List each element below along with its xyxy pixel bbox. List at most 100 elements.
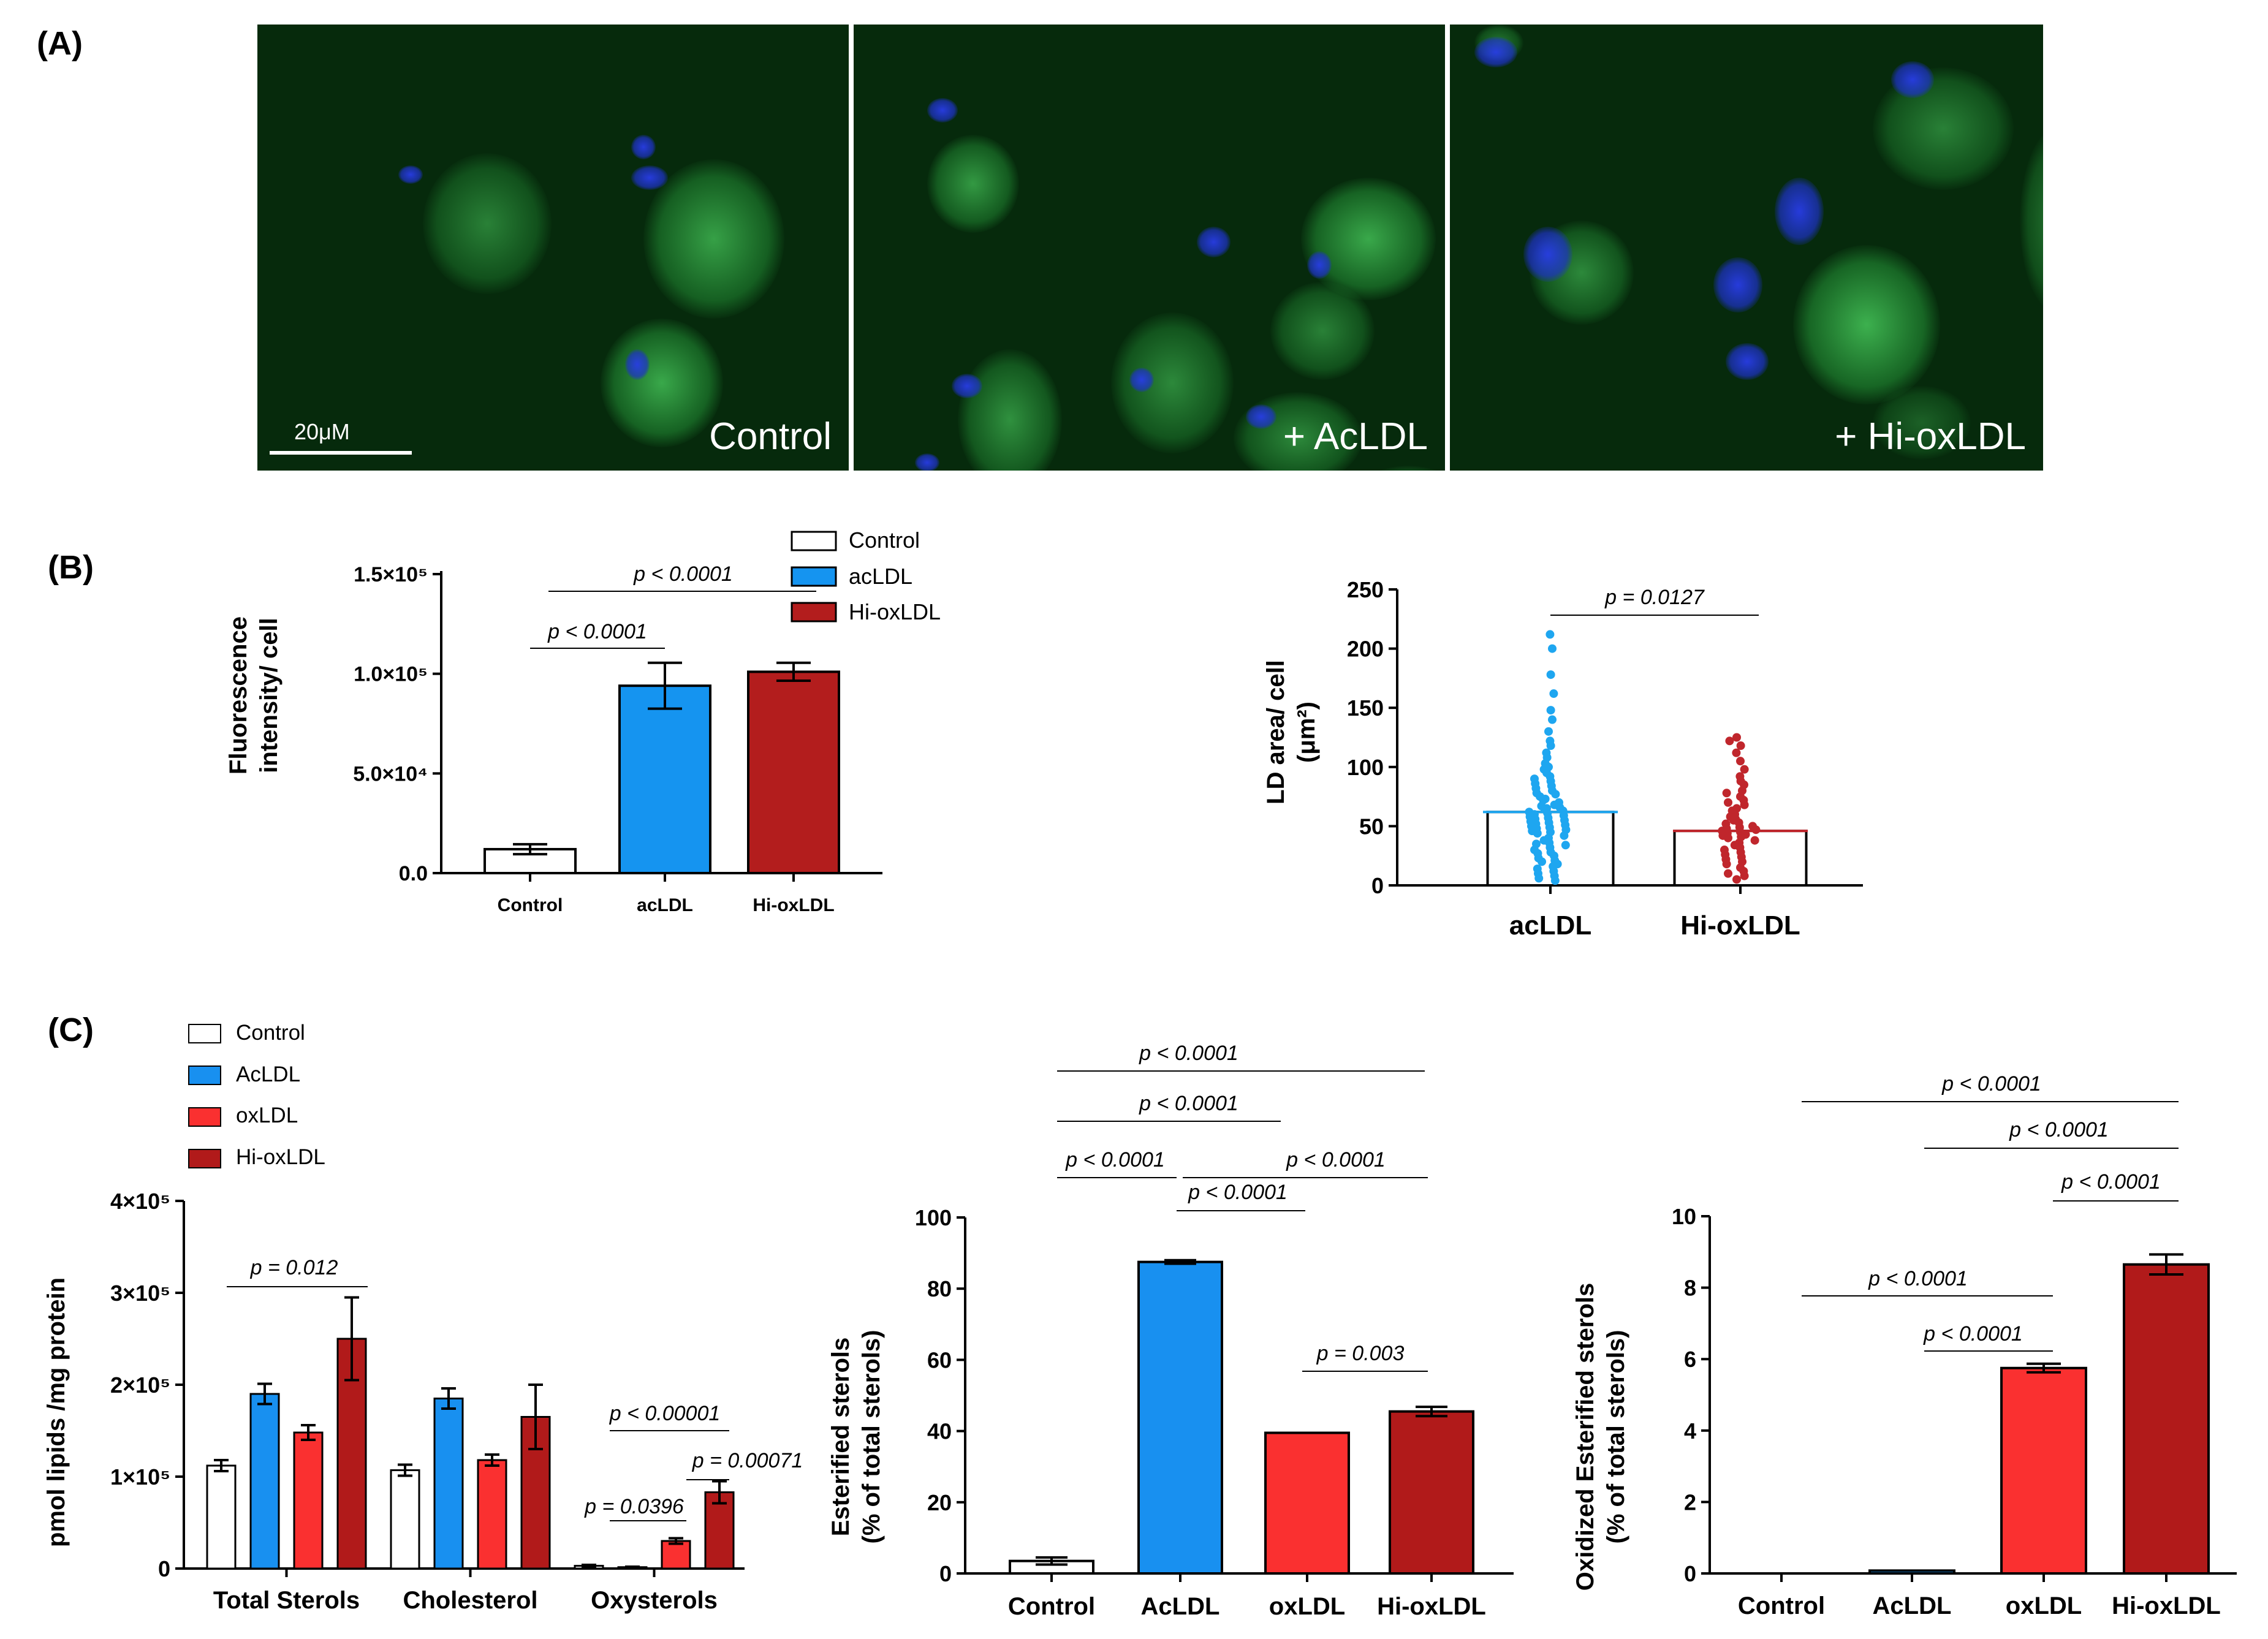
b2-xtick: acLDL bbox=[1509, 910, 1591, 941]
b1-legend-swatch bbox=[791, 566, 837, 587]
c2-ytick: 60 bbox=[927, 1347, 952, 1372]
c3-ylabel-line2: (% of total sterols) bbox=[1602, 1330, 1629, 1544]
c2-bar bbox=[1264, 1431, 1350, 1575]
scale-bar-label: 20μM bbox=[294, 419, 350, 444]
b2-point bbox=[1534, 874, 1544, 883]
micrograph-label-control: Control bbox=[709, 415, 832, 458]
c2-pvalue: p < 0.0001 bbox=[1188, 1181, 1288, 1204]
b1-bar bbox=[747, 670, 840, 874]
b2-ytick: 0 bbox=[1371, 873, 1384, 898]
c3-bar bbox=[2123, 1263, 2210, 1575]
c2-ytick: 20 bbox=[927, 1490, 952, 1515]
cell-cytoplasm bbox=[423, 153, 552, 294]
c3-xtick: oxLDL bbox=[2006, 1592, 2082, 1619]
panel-label-a: (A) bbox=[37, 25, 83, 62]
b2-point bbox=[1740, 765, 1749, 774]
b1-pvalue: p < 0.0001 bbox=[633, 562, 733, 586]
c2-xtick: Hi-oxLDL bbox=[1377, 1593, 1486, 1620]
c2-bar bbox=[1137, 1260, 1223, 1575]
cell-nucleus bbox=[625, 349, 650, 380]
b2-point bbox=[1533, 828, 1542, 838]
c3-bar bbox=[1868, 1569, 1955, 1575]
c1-ytick: 1×10⁵ bbox=[110, 1464, 170, 1489]
c1-pvalue: p = 0.0396 bbox=[584, 1495, 684, 1518]
cell-nucleus bbox=[915, 453, 939, 471]
b2-xtick: Hi-oxLDL bbox=[1680, 910, 1800, 941]
cell-cytoplasm bbox=[643, 159, 784, 319]
cell-nucleus bbox=[1726, 343, 1769, 380]
b1-ytick: 0.0 bbox=[399, 862, 428, 885]
b2-ytick: 200 bbox=[1347, 637, 1384, 662]
c1-bar-hi-oxldl bbox=[704, 1491, 735, 1570]
c3-pvalue: p < 0.0001 bbox=[1923, 1322, 2023, 1346]
chart-fluorescence-intensity: Fluorescence intensity/ cell 0.0 5.0×10⁴… bbox=[225, 528, 941, 915]
b2-point bbox=[1724, 798, 1732, 807]
b1-legend-hioxldl: Hi-oxLDL bbox=[849, 599, 941, 624]
b2-ytick: 50 bbox=[1359, 814, 1384, 839]
b1-xtick: acLDL bbox=[637, 895, 693, 915]
c2-ylabel-line2: (% of total sterols) bbox=[858, 1330, 885, 1544]
cell-cytoplasm bbox=[601, 319, 723, 447]
c1-ytick: 4×10⁵ bbox=[110, 1189, 170, 1214]
c3-ytick: 6 bbox=[1684, 1347, 1696, 1372]
panel-label-b: (B) bbox=[48, 549, 94, 586]
b2-ytick: 150 bbox=[1347, 695, 1384, 721]
c1-legend-hioxldl: Hi-oxLDL bbox=[236, 1145, 325, 1169]
b2-point bbox=[1722, 789, 1731, 798]
c2-pvalue: p = 0.003 bbox=[1316, 1342, 1405, 1365]
c1-pvalue: p < 0.00001 bbox=[609, 1402, 721, 1425]
c2-xtick: AcLDL bbox=[1141, 1593, 1220, 1620]
b1-xtick: Hi-oxLDL bbox=[753, 895, 834, 915]
cell-nucleus bbox=[1307, 251, 1332, 279]
b2-point bbox=[1740, 871, 1749, 880]
b2-point bbox=[1736, 757, 1745, 766]
b1-legend-control: Control bbox=[849, 528, 920, 553]
c2-ylabel-line1: Esterified sterols bbox=[827, 1338, 854, 1537]
b2-point bbox=[1724, 869, 1732, 878]
b2-point bbox=[1740, 800, 1749, 809]
c2-ytick: 100 bbox=[915, 1205, 952, 1230]
c1-ytick: 3×10⁵ bbox=[110, 1281, 170, 1306]
b2-point bbox=[1548, 715, 1557, 724]
b2-point bbox=[1736, 741, 1745, 751]
c2-pvalue: p < 0.0001 bbox=[1139, 1042, 1238, 1065]
c1-bar-acldl bbox=[249, 1393, 280, 1570]
b1-pvalue: p < 0.0001 bbox=[547, 620, 647, 643]
c3-ytick: 4 bbox=[1684, 1418, 1696, 1444]
cell-nucleus bbox=[631, 135, 656, 159]
cell-nucleus bbox=[1891, 61, 1934, 98]
c3-ytick: 2 bbox=[1684, 1489, 1696, 1515]
c1-legend-swatch bbox=[188, 1149, 221, 1168]
chart-ld-area: LD area/ cell (μm²) 0 50 100 150 200 250… bbox=[1262, 577, 1863, 941]
micrograph-hioxldl: + Hi-oxLDL bbox=[1450, 25, 2043, 471]
b2-point bbox=[1724, 833, 1732, 842]
b1-ylabel-line2: intensity/ cell bbox=[256, 618, 283, 773]
b2-point bbox=[1750, 836, 1759, 845]
b1-ytick: 5.0×10⁴ bbox=[353, 762, 428, 785]
c1-bar-control bbox=[206, 1464, 237, 1570]
chart-oxidized-esterified-sterols: Oxidized Esterified sterols (% of total … bbox=[1572, 1072, 2237, 1619]
c1-xtick: Oxysterols bbox=[591, 1587, 718, 1614]
b2-point bbox=[1551, 790, 1560, 799]
cell-nucleus bbox=[398, 165, 423, 184]
c3-ytick: 10 bbox=[1672, 1204, 1696, 1229]
c1-bar-acldl bbox=[433, 1398, 464, 1570]
cell-nucleus bbox=[1197, 227, 1231, 257]
micrograph-label-hioxldl: + Hi-oxLDL bbox=[1835, 415, 2026, 458]
b2-point bbox=[1538, 857, 1546, 866]
c3-bar bbox=[2000, 1366, 2087, 1575]
c1-bar-oxldl bbox=[293, 1431, 324, 1570]
c3-ytick: 8 bbox=[1684, 1276, 1696, 1301]
b1-legend-acldl: acLDL bbox=[849, 564, 912, 589]
micrograph-label-acldl: + AcLDL bbox=[1283, 415, 1428, 458]
b2-point bbox=[1550, 876, 1560, 885]
c2-ytick: 0 bbox=[939, 1561, 952, 1586]
b1-ytick: 1.5×10⁵ bbox=[354, 563, 428, 586]
c1-legend-control: Control bbox=[236, 1021, 305, 1045]
c3-xtick: Hi-oxLDL bbox=[2112, 1592, 2221, 1619]
cell-nucleus bbox=[1775, 178, 1824, 245]
cell-cytoplasm bbox=[1793, 245, 1940, 404]
c3-pvalue: p < 0.0001 bbox=[2061, 1170, 2161, 1194]
c3-pvalue: p < 0.0001 bbox=[2009, 1118, 2109, 1141]
b2-ytick: 100 bbox=[1347, 755, 1384, 780]
